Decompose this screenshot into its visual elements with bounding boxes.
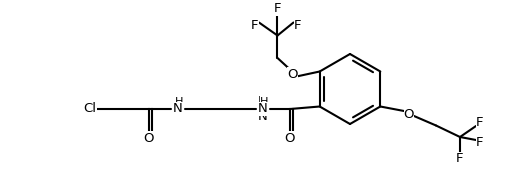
- Text: N: N: [172, 103, 182, 116]
- Text: H: H: [260, 96, 268, 106]
- Text: O: O: [287, 67, 297, 80]
- Text: O: O: [284, 132, 294, 145]
- Text: H
N: H N: [257, 95, 267, 123]
- Text: F: F: [475, 116, 483, 130]
- Text: F: F: [251, 19, 258, 32]
- Text: Cl: Cl: [83, 103, 96, 116]
- Text: O: O: [403, 108, 414, 121]
- Text: F: F: [456, 153, 463, 166]
- Text: F: F: [273, 2, 281, 15]
- Text: F: F: [475, 135, 483, 148]
- Text: O: O: [143, 132, 154, 145]
- Text: N: N: [257, 103, 267, 116]
- Text: F: F: [293, 19, 300, 32]
- Text: H: H: [175, 96, 183, 106]
